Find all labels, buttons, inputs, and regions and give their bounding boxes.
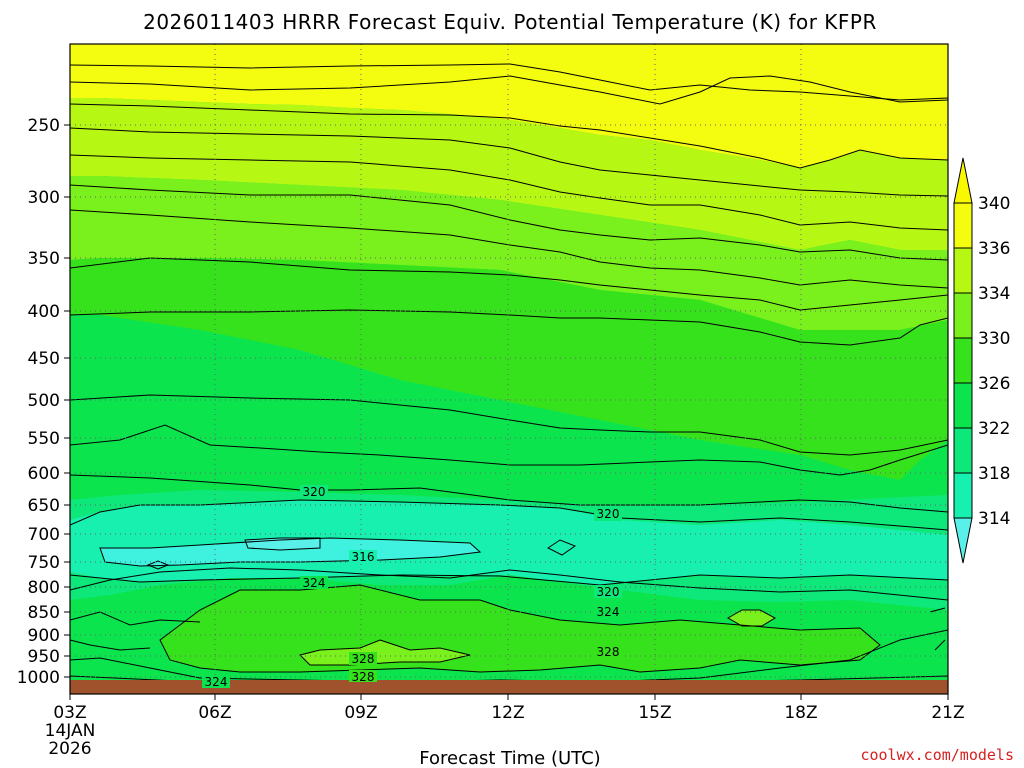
y-tick-label: 600	[28, 464, 60, 484]
band-326	[70, 258, 948, 480]
colorbar-label: 330	[978, 329, 1010, 349]
x-tick-label: 15Z	[638, 703, 671, 723]
colorbar-label: 340	[978, 194, 1010, 214]
colorbar: 340 336 334 330 326 322 318 314	[953, 157, 1010, 564]
y-tick-label: 900	[28, 626, 60, 646]
contour-label: 320	[303, 485, 326, 499]
contour-label: 320	[597, 585, 620, 599]
y-tick-label: 350	[28, 249, 60, 269]
colorbar-segment	[953, 427, 973, 474]
colorbar-bottom-arrow	[953, 517, 973, 564]
y-tick-label: 750	[28, 553, 60, 573]
colorbar-label: 336	[978, 239, 1010, 259]
y-tick-label: 550	[28, 429, 60, 449]
x-date-label: 14JAN	[45, 721, 96, 741]
plot-frame	[69, 43, 949, 695]
y-tick-label: 700	[28, 525, 60, 545]
band-318	[70, 500, 948, 585]
contour-label: 316	[352, 550, 375, 564]
band-334	[70, 98, 948, 250]
x-axis-title: Forecast Time (UTC)	[419, 748, 600, 768]
x-tick-label: 06Z	[198, 703, 231, 723]
contour-label: 324	[205, 675, 228, 689]
colorbar-label: 318	[978, 464, 1010, 484]
contour-label: 328	[352, 652, 375, 666]
colorbar-label: 322	[978, 419, 1010, 439]
colorbar-segment	[953, 382, 973, 429]
ground-band	[70, 680, 948, 694]
y-axis: 250 300 350 400 450 500 550 600 650 700 …	[17, 116, 70, 688]
x-year-label: 2026	[48, 739, 91, 759]
x-tick-label: 09Z	[344, 703, 377, 723]
colorbar-label: 326	[978, 374, 1010, 394]
y-tick-label: 650	[28, 496, 60, 516]
contour-labels: 320 320 316 324 320 324 328 328 328 324	[202, 485, 622, 689]
x-axis: 03Z 06Z 09Z 12Z 15Z 18Z 21Z 14JAN 2026	[45, 694, 965, 759]
contour-label: 324	[597, 605, 620, 619]
band-334-low	[300, 640, 470, 665]
y-tick-label: 500	[28, 391, 60, 411]
grid-lines	[70, 44, 948, 694]
x-tick-label: 12Z	[491, 703, 524, 723]
chart-title: 2026011403 HRRR Forecast Equiv. Potentia…	[143, 10, 877, 34]
contour-label: 328	[597, 645, 620, 659]
colorbar-segment	[953, 292, 973, 339]
colorbar-top-arrow	[953, 157, 973, 204]
band-330	[70, 176, 948, 330]
y-tick-label: 300	[28, 188, 60, 208]
y-tick-label: 250	[28, 116, 60, 136]
contour-label: 328	[352, 670, 375, 684]
contour-label: 324	[303, 576, 326, 590]
colorbar-segment	[953, 337, 973, 384]
y-tick-label: 450	[28, 349, 60, 369]
colorbar-segment	[953, 247, 973, 294]
y-tick-label: 1000	[17, 668, 60, 688]
band-314	[100, 538, 480, 566]
contour-label: 320	[597, 507, 620, 521]
credit-link[interactable]: coolwx.com/models	[860, 746, 1014, 764]
x-tick-label: 18Z	[784, 703, 817, 723]
band-338	[70, 44, 948, 168]
y-tick-label: 400	[28, 302, 60, 322]
x-tick-label: 03Z	[53, 703, 86, 723]
y-tick-label: 800	[28, 578, 60, 598]
colorbar-segment	[953, 472, 973, 519]
warm-pocket	[728, 610, 775, 626]
y-tick-label: 850	[28, 603, 60, 623]
y-tick-label: 950	[28, 647, 60, 667]
colorbar-segment	[953, 202, 973, 249]
colorbar-label: 314	[978, 509, 1010, 529]
x-tick-label: 21Z	[931, 703, 964, 723]
plot-area	[70, 44, 948, 694]
colorbar-label: 334	[978, 284, 1010, 304]
